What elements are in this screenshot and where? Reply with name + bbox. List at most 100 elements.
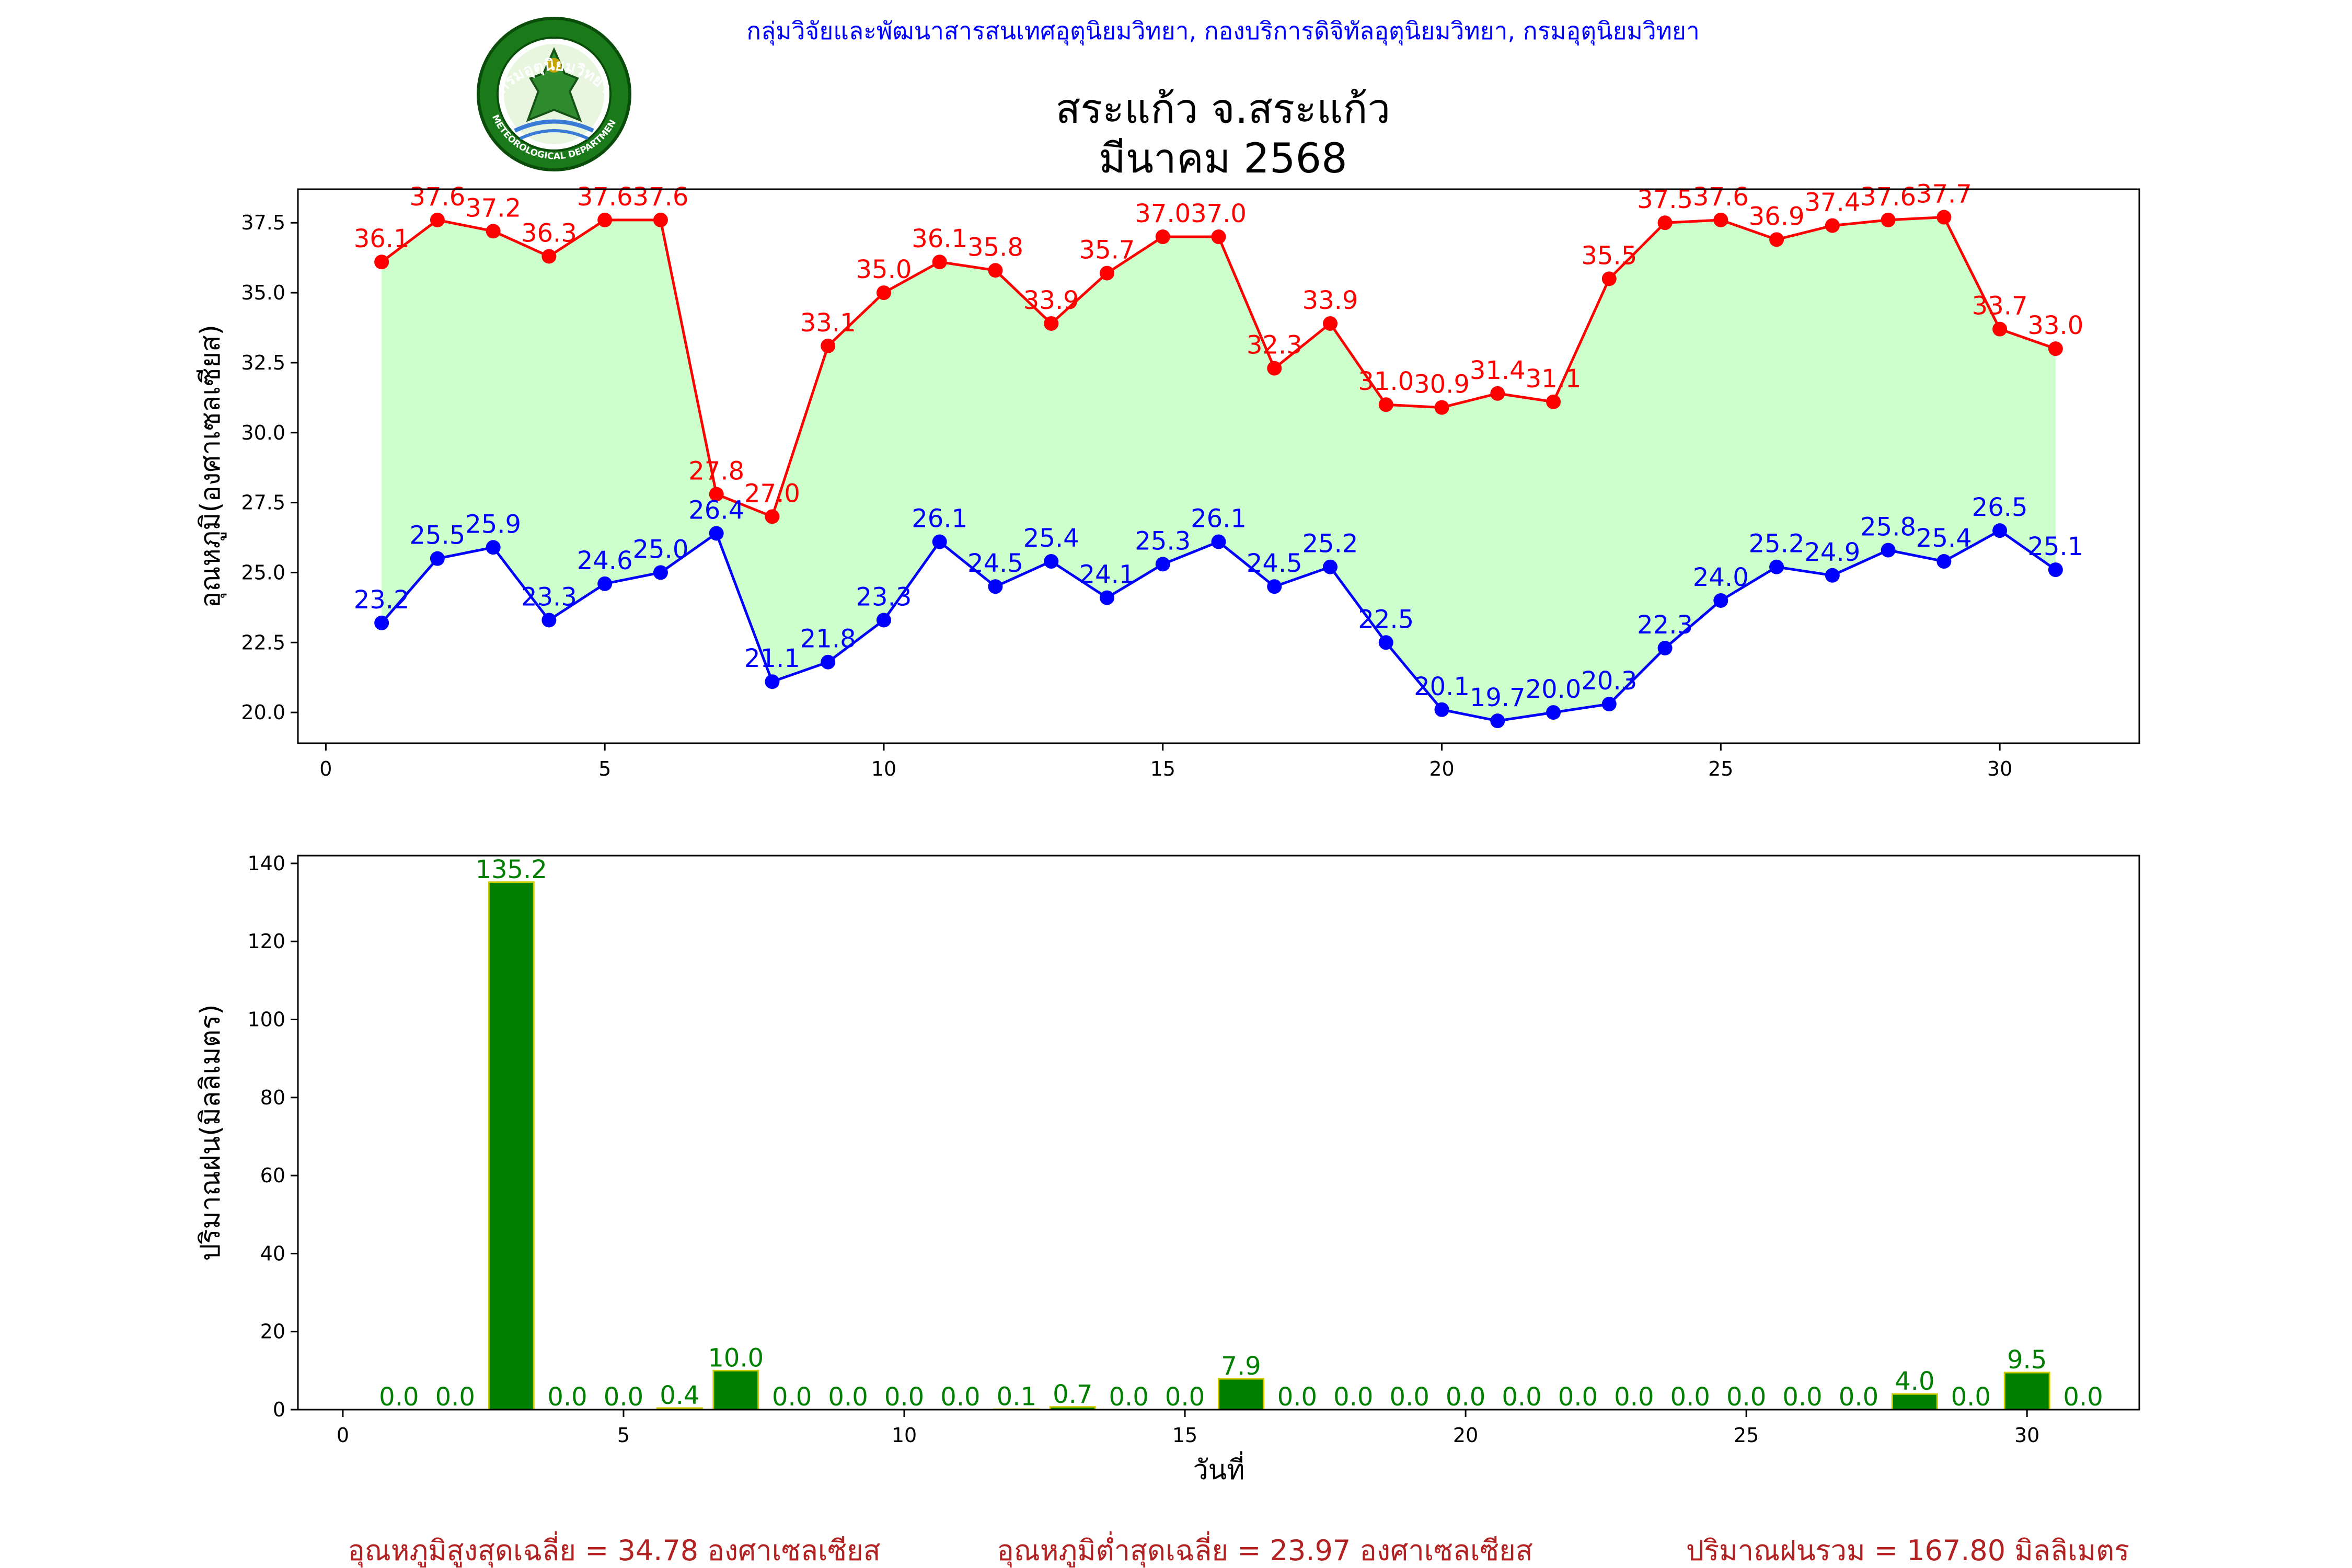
min-temp-point	[932, 534, 947, 549]
rainfall-data-label: 0.0	[379, 1382, 419, 1412]
max-temp-point	[1936, 210, 1952, 225]
min-temp-point	[876, 613, 891, 628]
min-temp-data-label: 26.4	[688, 495, 744, 525]
min-temp-data-label: 21.8	[800, 625, 856, 654]
temperature-y-tick-label: 37.5	[241, 211, 285, 234]
min-temp-point	[1044, 554, 1059, 569]
rainfall-data-label: 0.0	[1502, 1382, 1541, 1412]
max-temp-point	[1825, 218, 1840, 233]
rainfall-bar	[488, 881, 535, 1411]
max-temp-point	[1490, 386, 1505, 401]
rainfall-data-label: 7.9	[1221, 1352, 1261, 1381]
max-temp-point	[876, 285, 891, 301]
min-temp-data-label: 23.3	[521, 582, 577, 612]
max-temp-data-label: 27.0	[744, 479, 800, 508]
max-temp-point	[2048, 341, 2063, 356]
max-temp-data-label: 37.6	[632, 182, 688, 212]
max-temp-point	[653, 212, 668, 227]
min-temp-data-label: 25.5	[409, 521, 465, 550]
rainfall-data-label: 0.0	[1614, 1382, 1654, 1412]
min-temp-point	[1155, 557, 1170, 572]
rainfall-plot-frame	[297, 855, 2140, 1411]
min-temp-point	[1936, 554, 1952, 569]
temperature-y-tick-label: 27.5	[241, 491, 285, 514]
max-temp-point	[1713, 212, 1728, 227]
min-temp-data-label: 24.9	[1804, 538, 1860, 567]
min-temp-data-label: 24.5	[1247, 549, 1302, 578]
max-temp-data-label: 35.8	[967, 233, 1023, 262]
rainfall-bar	[1218, 1378, 1264, 1411]
max-temp-data-label: 37.6	[577, 182, 633, 212]
temperature-x-axis: 0 5 10 15 20 25 30	[319, 743, 2012, 780]
rainfall-x-tick-label: 15	[1172, 1424, 1197, 1447]
min-temp-data-label: 25.1	[2027, 532, 2083, 561]
rainfall-data-label: 0.0	[828, 1382, 868, 1412]
meteorological-department-logo: กรมอุตุนิยมวิทยา METEOROLOGICAL DEPARTME…	[0, 0, 631, 171]
temperature-x-tick-label: 30	[1987, 757, 2012, 780]
min-temp-point	[709, 526, 724, 541]
min-temp-point	[1434, 702, 1449, 717]
temperature-y-axis: 20.0 22.5 25.0 27.5 30.0 32.5 35.0 37.5	[241, 211, 298, 724]
rainfall-data-label: 0.0	[547, 1382, 587, 1412]
rainfall-data-label: 0.0	[1670, 1382, 1710, 1412]
rainfall-data-label: 0.0	[1333, 1382, 1373, 1412]
temperature-x-tick-label: 25	[1708, 757, 1733, 780]
max-temp-point	[1657, 215, 1673, 230]
min-temp-point	[541, 613, 557, 628]
min-temp-point	[374, 615, 389, 630]
max-temp-data-label: 35.7	[1079, 236, 1135, 265]
max-temp-point	[709, 487, 724, 502]
avg-min-summary: อุณหภูมิต่ำสุดเฉลี่ย = 23.97 องศาเซลเซีย…	[997, 1531, 1532, 1568]
rainfall-data-label: 0.0	[435, 1382, 475, 1412]
rainfall-x-tick-label: 5	[617, 1424, 630, 1447]
temperature-band-layer	[382, 217, 2056, 721]
max-temp-point	[1378, 397, 1393, 412]
max-temp-data-label: 37.0	[1191, 199, 1247, 228]
avg-max-summary: อุณหภูมิสูงสุดเฉลี่ย = 34.78 องศาเซลเซีย…	[348, 1531, 880, 1568]
rainfall-bars-layer	[488, 881, 2050, 1411]
min-temp-data-label: 20.3	[1581, 666, 1637, 696]
max-temp-data-label: 37.0	[1135, 199, 1191, 228]
temperature-range-fill	[382, 217, 2056, 721]
station-title: สระแก้ว จ.สระแก้ว	[1056, 86, 1391, 133]
min-temp-data-label: 23.3	[856, 582, 912, 612]
min-temp-data-label: 26.5	[1972, 493, 2028, 522]
max-temp-data-label: 37.6	[409, 182, 465, 212]
max-temp-data-label: 36.9	[1749, 202, 1805, 231]
min-temp-data-label: 23.2	[354, 585, 410, 615]
max-temp-data-label: 27.8	[688, 457, 744, 486]
min-temp-data-label: 20.1	[1414, 672, 1470, 701]
max-temp-data-label: 31.4	[1470, 356, 1526, 385]
max-temp-point	[597, 212, 613, 227]
max-temp-data-label: 36.3	[521, 218, 577, 248]
min-temp-data-label: 24.5	[967, 549, 1023, 578]
min-temp-point	[1881, 543, 1896, 558]
min-temp-point	[2048, 562, 2063, 578]
min-temp-point	[1992, 523, 2008, 538]
max-temp-point	[430, 212, 445, 227]
max-temp-data-label: 37.5	[1637, 185, 1693, 214]
min-temp-point	[597, 576, 613, 591]
min-temp-point	[1546, 705, 1561, 720]
total-rain-summary: ปริมาณฝนรวม = 167.80 มิลลิเมตร	[1686, 1534, 2129, 1567]
rainfall-data-label: 0.0	[772, 1382, 812, 1412]
min-temp-point	[1099, 590, 1114, 605]
rainfall-data-label: 10.0	[708, 1343, 764, 1373]
min-temp-data-label: 20.0	[1526, 675, 1582, 704]
rainfall-data-label: 0.7	[1053, 1380, 1092, 1409]
max-temp-data-label: 33.0	[2027, 311, 2083, 340]
min-temp-point	[1601, 697, 1617, 712]
max-temp-data-label: 33.7	[1972, 292, 2028, 321]
temperature-chart: 36.137.6 37.236.337.6 37.627.827.033.135.0…	[195, 180, 2140, 780]
min-temp-data-label: 25.8	[1860, 513, 1916, 542]
temperature-points-layer	[374, 210, 2063, 729]
rainfall-data-label: 0.0	[604, 1382, 643, 1412]
max-temp-data-label: 33.1	[800, 308, 856, 338]
max-temp-point	[1044, 316, 1059, 331]
max-temp-data-label: 37.4	[1804, 188, 1860, 217]
temperature-y-tick-label: 35.0	[241, 281, 285, 304]
period-title: มีนาคม 2568	[1099, 135, 1347, 182]
max-temp-point	[1434, 400, 1449, 415]
rainfall-data-label: 0.0	[1446, 1382, 1485, 1412]
